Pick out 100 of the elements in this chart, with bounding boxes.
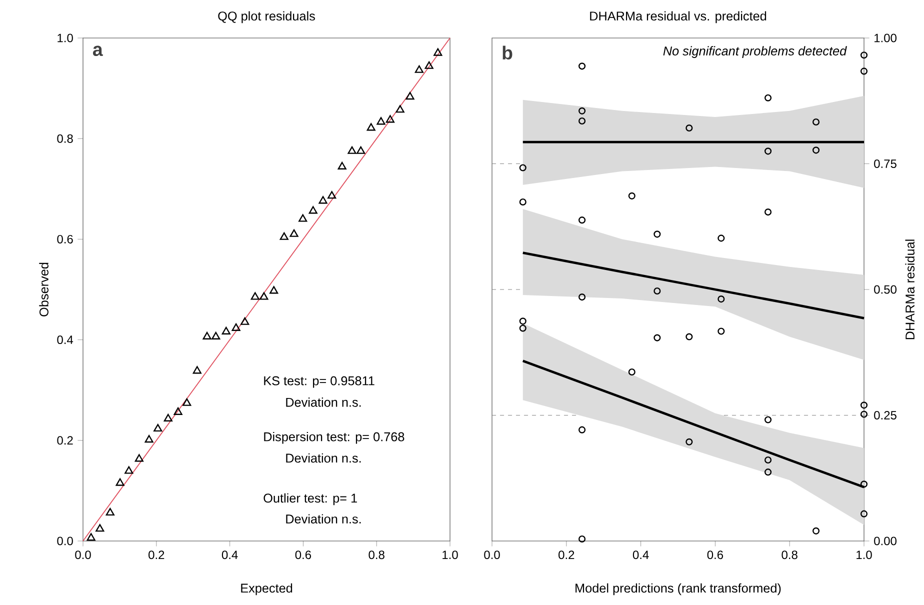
point <box>124 466 134 474</box>
y-tick-label: 0.8 <box>57 134 73 143</box>
point <box>718 234 725 242</box>
annotation: a <box>92 46 103 56</box>
point <box>106 508 114 516</box>
point <box>182 398 192 406</box>
point <box>812 527 820 534</box>
x-tick-label: 0.4 <box>222 550 238 560</box>
point <box>519 324 526 332</box>
x-tick-label: 0.8 <box>782 550 798 560</box>
annotation: No significant problems detected <box>663 46 847 58</box>
y-tick-label: 0.0 <box>57 536 73 546</box>
annotation: Deviation n.s. <box>286 398 361 407</box>
point <box>578 62 586 70</box>
point <box>578 117 586 125</box>
point <box>280 232 288 240</box>
annotation: Deviation n.s. <box>286 453 361 463</box>
point <box>250 292 260 300</box>
x-tick-label: 0.8 <box>368 550 384 560</box>
point <box>686 438 693 446</box>
point <box>348 146 356 154</box>
line-series <box>522 360 866 488</box>
point <box>86 533 96 541</box>
point <box>812 146 820 154</box>
point <box>628 192 636 200</box>
point <box>519 318 526 325</box>
y-tick-label: 0.50 <box>874 285 896 294</box>
annotation: Dispersion test: p= 0.768 <box>264 432 404 444</box>
point <box>578 294 586 301</box>
annotation: Outlier test: p= 1 <box>264 493 357 506</box>
point <box>718 328 725 335</box>
point <box>232 323 240 331</box>
point <box>202 332 212 340</box>
x-tick-label: 1.0 <box>856 550 872 560</box>
point <box>356 146 366 154</box>
point <box>654 334 661 342</box>
point <box>240 317 250 325</box>
x-tick-label: 1.0 <box>442 550 458 560</box>
x-tick-label: 0.0 <box>484 550 500 560</box>
chart-title: DHARMa residual vs. predicted <box>590 11 766 24</box>
point <box>318 196 328 204</box>
point <box>860 410 868 418</box>
x-tick-label: 0.6 <box>295 550 312 560</box>
y-tick-label: 0.25 <box>874 410 896 420</box>
point <box>860 52 868 59</box>
point <box>578 535 586 543</box>
point <box>298 214 308 222</box>
point <box>396 105 404 113</box>
point <box>578 107 586 114</box>
x-tick-label: 0.0 <box>75 550 91 560</box>
annotation: Deviation n.s. <box>286 514 361 524</box>
x-tick-label: 0.4 <box>632 550 649 560</box>
point <box>328 191 336 199</box>
annotation: b <box>502 46 512 60</box>
y-tick-label: 1.0 <box>58 34 73 42</box>
point <box>386 115 394 123</box>
point <box>134 454 144 462</box>
point <box>406 92 414 100</box>
point <box>519 164 526 172</box>
point <box>424 61 434 69</box>
point <box>628 368 636 376</box>
point <box>154 424 162 432</box>
point <box>654 287 661 295</box>
line-series <box>522 252 866 320</box>
point <box>164 414 172 422</box>
point <box>654 230 661 238</box>
point <box>764 94 772 102</box>
point <box>222 326 230 334</box>
point <box>414 65 424 73</box>
point <box>174 407 182 415</box>
point <box>270 286 278 294</box>
point <box>192 366 202 374</box>
x-axis-title: Model predictions (rank transformed) <box>576 583 781 596</box>
point <box>338 162 346 170</box>
point <box>860 510 868 518</box>
point <box>290 229 298 237</box>
y-tick-label: 0.2 <box>57 436 73 445</box>
point <box>260 292 268 300</box>
point <box>718 296 725 303</box>
point <box>578 216 586 224</box>
point <box>116 478 124 486</box>
point <box>764 148 772 155</box>
point <box>764 468 772 476</box>
annotation: KS test: p= 0.95811 <box>264 376 374 388</box>
point <box>578 426 586 434</box>
point <box>860 402 868 409</box>
y-axis-title: DHARMa residual <box>905 240 915 340</box>
point <box>860 68 868 75</box>
chart-title: QQ plot residuals <box>218 11 315 24</box>
x-tick-label: 0.6 <box>707 550 724 560</box>
point <box>434 48 442 56</box>
point <box>686 124 693 132</box>
point <box>144 435 154 443</box>
point <box>376 117 386 125</box>
point <box>519 198 526 206</box>
point <box>686 333 693 340</box>
point <box>764 416 772 424</box>
x-axis-title: Expected <box>241 583 292 596</box>
point <box>812 118 820 126</box>
y-tick-label: 0.6 <box>57 234 73 244</box>
